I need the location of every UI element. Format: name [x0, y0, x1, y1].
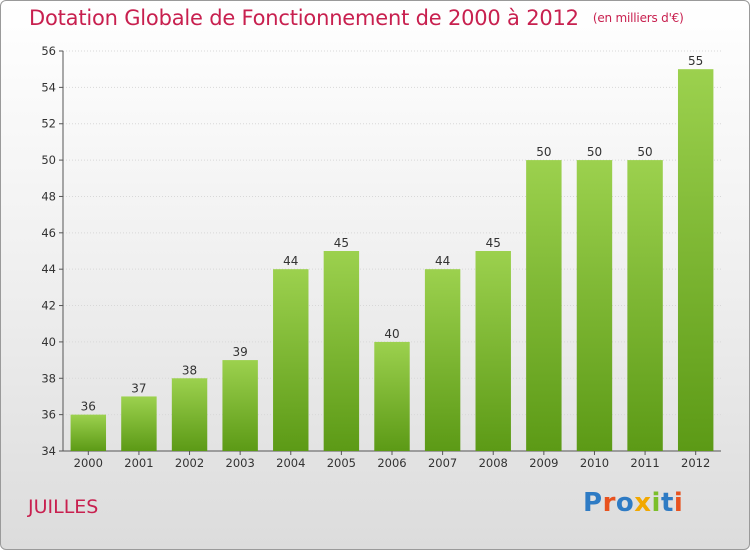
bar: [222, 360, 258, 451]
x-tick-label: 2003: [226, 456, 255, 470]
data-label: 40: [384, 327, 399, 341]
y-tick-label: 42: [41, 299, 56, 313]
x-tick-label: 2012: [681, 456, 710, 470]
bar: [171, 378, 208, 451]
x-tick-label: 2000: [74, 456, 103, 470]
bar: [424, 269, 461, 451]
x-tick-label: 2007: [428, 456, 457, 470]
x-tick-label: 2011: [630, 456, 659, 470]
data-label: 45: [486, 236, 501, 250]
data-label: 36: [81, 400, 96, 414]
y-tick-label: 44: [41, 262, 56, 276]
commune-name: JUILLES: [28, 496, 99, 518]
y-tick-label: 34: [41, 444, 56, 458]
bar: [374, 341, 410, 451]
x-tick-label: 2002: [175, 456, 204, 470]
logo-letter: o: [615, 488, 635, 518]
bar: [121, 396, 157, 451]
y-tick-label: 38: [41, 371, 56, 385]
data-label: 50: [587, 145, 602, 159]
data-label: 50: [637, 145, 652, 159]
data-label: 37: [131, 381, 146, 395]
x-tick-label: 2005: [327, 456, 356, 470]
proxiti-logo: Proxiti: [583, 488, 683, 518]
bar: [70, 414, 107, 451]
bar: [677, 69, 714, 451]
logo-letter: i: [651, 488, 661, 518]
data-label: 38: [182, 363, 197, 377]
data-label: 45: [334, 236, 349, 250]
y-tick-label: 52: [41, 117, 56, 131]
bar: [576, 160, 613, 451]
y-tick-label: 46: [41, 226, 56, 240]
bar: [323, 251, 360, 451]
y-tick-label: 40: [41, 335, 56, 349]
y-tick-label: 50: [41, 153, 56, 167]
bar: [627, 160, 663, 451]
logo-letter: t: [660, 488, 674, 518]
chart-unit: (en milliers d'€): [592, 11, 684, 25]
data-label: 44: [283, 254, 298, 268]
y-tick-label: 36: [41, 408, 56, 422]
logo-letter: r: [602, 488, 616, 518]
x-tick-label: 2004: [276, 456, 305, 470]
bar: [526, 160, 562, 451]
chart-title: Dotation Globale de Fonctionnement de 20…: [29, 6, 684, 30]
y-tick-label: 48: [41, 189, 56, 203]
y-tick-label: 54: [41, 80, 56, 94]
x-tick-label: 2006: [377, 456, 406, 470]
chart-title-text: Dotation Globale de Fonctionnement de 20…: [29, 6, 579, 30]
bar: [475, 251, 511, 451]
data-label: 44: [435, 254, 450, 268]
logo-letter: P: [583, 488, 603, 518]
x-tick-label: 2001: [124, 456, 153, 470]
data-label: 50: [536, 145, 551, 159]
x-tick-label: 2010: [580, 456, 609, 470]
x-tick-label: 2008: [479, 456, 508, 470]
logo-letter: x: [634, 488, 652, 518]
bar: [273, 269, 309, 451]
data-label: 55: [688, 54, 703, 68]
data-label: 39: [233, 345, 248, 359]
logo-letter: i: [673, 488, 684, 518]
y-tick-label: 56: [41, 44, 56, 58]
x-tick-label: 2009: [529, 456, 558, 470]
